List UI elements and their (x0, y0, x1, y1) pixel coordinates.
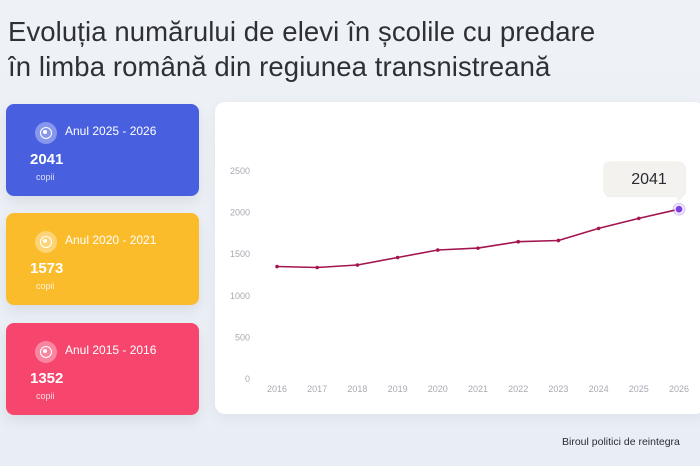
data-point (476, 246, 480, 250)
title-line-1: Evoluția numărului de elevi în școlile c… (8, 16, 596, 47)
data-point (355, 263, 360, 267)
y-tick-label: 500 (235, 332, 250, 342)
callout-pointer (674, 195, 684, 202)
source-footer: Biroul politici de reintegra (562, 436, 680, 448)
data-point (516, 239, 520, 244)
card-period: Anul 2025 - 2026 (65, 124, 157, 138)
card-unit: copii (36, 172, 55, 182)
stat-card-2020: Anul 2020 - 2021 1573 copii (6, 213, 199, 305)
card-unit: copii (36, 391, 55, 401)
callout-label: 2041 (631, 171, 667, 188)
x-tick-label: 2017 (307, 384, 327, 394)
x-tick-label: 2022 (508, 384, 528, 394)
data-point (436, 248, 440, 252)
card-value: 1352 (30, 370, 64, 387)
x-tick-label: 2021 (468, 384, 488, 394)
card-period: Anul 2015 - 2016 (65, 343, 157, 357)
x-tick-label: 2023 (548, 384, 568, 394)
target-icon (35, 341, 57, 363)
x-tick-label: 2025 (629, 384, 649, 394)
card-period: Anul 2020 - 2021 (65, 233, 157, 247)
series-line (276, 208, 680, 269)
stat-card-2025: Anul 2025 - 2026 2041 copii (6, 104, 199, 196)
data-point (637, 216, 641, 221)
x-tick-label: 2018 (347, 384, 367, 394)
title-line-2: în limba română din regiunea transnistre… (8, 51, 551, 82)
y-tick-label: 2500 (230, 166, 250, 176)
data-point (556, 238, 561, 243)
card-value: 1573 (30, 260, 64, 277)
target-icon (35, 122, 57, 144)
page-title: Evoluția numărului de elevi în școlile c… (8, 14, 700, 84)
card-value: 2041 (30, 151, 64, 168)
highlight-point (674, 204, 684, 214)
y-tick-label: 0 (245, 374, 250, 384)
x-tick-label: 2020 (428, 384, 448, 394)
y-tick-label: 2000 (230, 208, 250, 218)
data-point (315, 265, 320, 270)
x-tick-label: 2019 (388, 384, 408, 394)
data-point (395, 255, 400, 260)
stat-card-2015: Anul 2015 - 2016 1352 copii (6, 323, 199, 415)
chart-panel (215, 102, 700, 414)
callout-box (603, 161, 685, 196)
data-point (596, 226, 601, 231)
x-tick-label: 2026 (669, 384, 689, 394)
x-tick-label: 2024 (589, 384, 609, 394)
data-point (275, 264, 279, 269)
card-unit: copii (36, 281, 55, 291)
target-icon (35, 231, 57, 253)
x-tick-label: 2016 (267, 384, 287, 394)
y-tick-label: 1500 (230, 249, 250, 259)
y-tick-label: 1000 (230, 291, 250, 301)
